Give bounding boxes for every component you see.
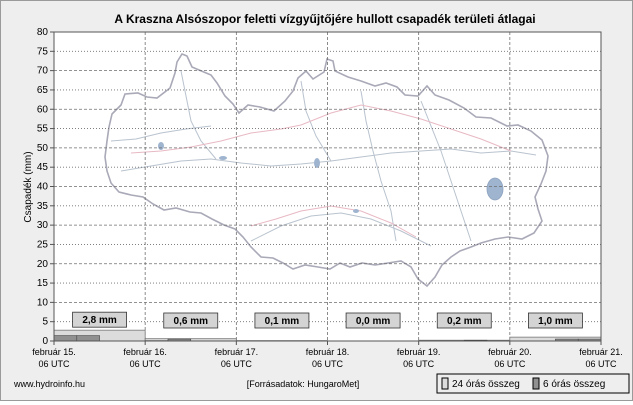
y-tick-label: 0 — [42, 336, 48, 347]
legend: 24 órás összeg 6 órás összeg — [437, 374, 629, 393]
y-tick-label: 5 — [42, 317, 48, 328]
footer-source: [Forrásadatok: HungaroMet] — [247, 379, 360, 389]
y-tick-label: 50 — [37, 143, 49, 154]
y-tick-label: 25 — [37, 239, 49, 250]
x-axis: február 15. 06 UTC február 16. 06 UTC februá… — [32, 341, 623, 369]
lake-small-1 — [158, 142, 164, 150]
y-tick-label: 30 — [37, 220, 49, 231]
x-tick-time: 06 UTC — [38, 359, 70, 369]
y-tick-label: 70 — [37, 66, 49, 77]
data-label: 0,1 mm — [265, 316, 300, 327]
bar-6h — [54, 336, 77, 341]
x-tick-date: február 17. — [215, 347, 259, 357]
legend-label-6h: 6 órás összeg — [543, 379, 605, 390]
x-tick-time: 06 UTC — [403, 359, 435, 369]
data-label: 0,0 mm — [356, 316, 391, 327]
footer-website: www.hydroinfo.hu — [13, 379, 85, 389]
x-tick-date: február 19. — [397, 347, 441, 357]
chart-title: A Kraszna Alsószopor feletti vízgyűjtőjé… — [114, 12, 535, 26]
y-tick-label: 40 — [37, 182, 49, 193]
y-axis: 0 5 10 15 20 25 30 35 40 45 50 55 60 65 70 75 80 — [37, 27, 54, 347]
y-tick-label: 65 — [37, 85, 49, 96]
lake-small-3 — [219, 156, 227, 160]
x-tick-date: február 15. — [32, 347, 76, 357]
bar-6h — [77, 336, 100, 341]
x-tick-time: 06 UTC — [312, 359, 344, 369]
y-tick-label: 10 — [37, 297, 49, 308]
y-tick-label: 80 — [37, 27, 49, 38]
x-tick-time: 06 UTC — [221, 359, 253, 369]
x-tick-date: február 18. — [306, 347, 350, 357]
y-tick-label: 55 — [37, 124, 49, 135]
data-label: 2,8 mm — [82, 315, 117, 326]
x-tick-time: 06 UTC — [130, 359, 162, 369]
y-tick-label: 45 — [37, 162, 49, 173]
x-tick-date: február 16. — [123, 347, 167, 357]
data-label: 1,0 mm — [538, 316, 573, 327]
y-tick-label: 60 — [37, 104, 49, 115]
y-tick-label: 15 — [37, 278, 49, 289]
data-label: 0,2 mm — [447, 316, 482, 327]
lake-small-2 — [314, 158, 320, 168]
y-tick-label: 75 — [37, 46, 49, 57]
legend-label-24h: 24 órás összeg — [452, 379, 520, 390]
y-axis-title: Csapadék (mm) — [23, 151, 34, 222]
x-tick-time: 06 UTC — [585, 359, 617, 369]
x-tick-date: február 21. — [579, 347, 623, 357]
y-tick-label: 35 — [37, 201, 49, 212]
x-tick-time: 06 UTC — [494, 359, 526, 369]
lake-small-4 — [353, 209, 359, 213]
legend-swatch-6h — [533, 378, 539, 389]
x-tick-date: február 20. — [488, 347, 532, 357]
data-label: 0,6 mm — [174, 316, 209, 327]
legend-swatch-24h — [442, 378, 448, 389]
y-tick-label: 20 — [37, 259, 49, 270]
lake-large — [487, 178, 503, 200]
